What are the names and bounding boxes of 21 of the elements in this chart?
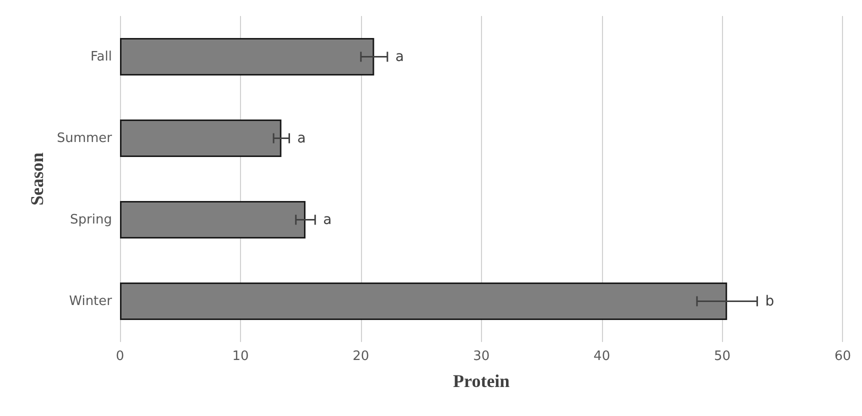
annotation: a	[395, 48, 404, 65]
x-tick-label: 40	[594, 349, 610, 364]
x-axis-title: Protein	[453, 371, 510, 391]
y-tick-label: Fall	[90, 49, 112, 64]
y-tick-label: Spring	[70, 212, 112, 228]
x-tick-label: 60	[834, 349, 851, 364]
y-tick-label: Winter	[69, 294, 113, 309]
bar	[120, 282, 728, 320]
annotation: a	[297, 130, 306, 146]
annotation: a	[323, 212, 332, 228]
bar	[120, 201, 306, 238]
x-tick-label: 0	[116, 349, 124, 364]
x-tick-label: 50	[714, 349, 731, 364]
annotation: b	[765, 293, 774, 310]
y-axis-title: Season	[26, 152, 47, 206]
x-tick-label: 10	[232, 349, 249, 364]
bar	[120, 120, 282, 157]
bar	[120, 38, 374, 76]
y-tick-label: Summer	[56, 130, 113, 146]
x-tick-label: 30	[473, 349, 490, 364]
x-tick-label: 20	[352, 349, 370, 364]
